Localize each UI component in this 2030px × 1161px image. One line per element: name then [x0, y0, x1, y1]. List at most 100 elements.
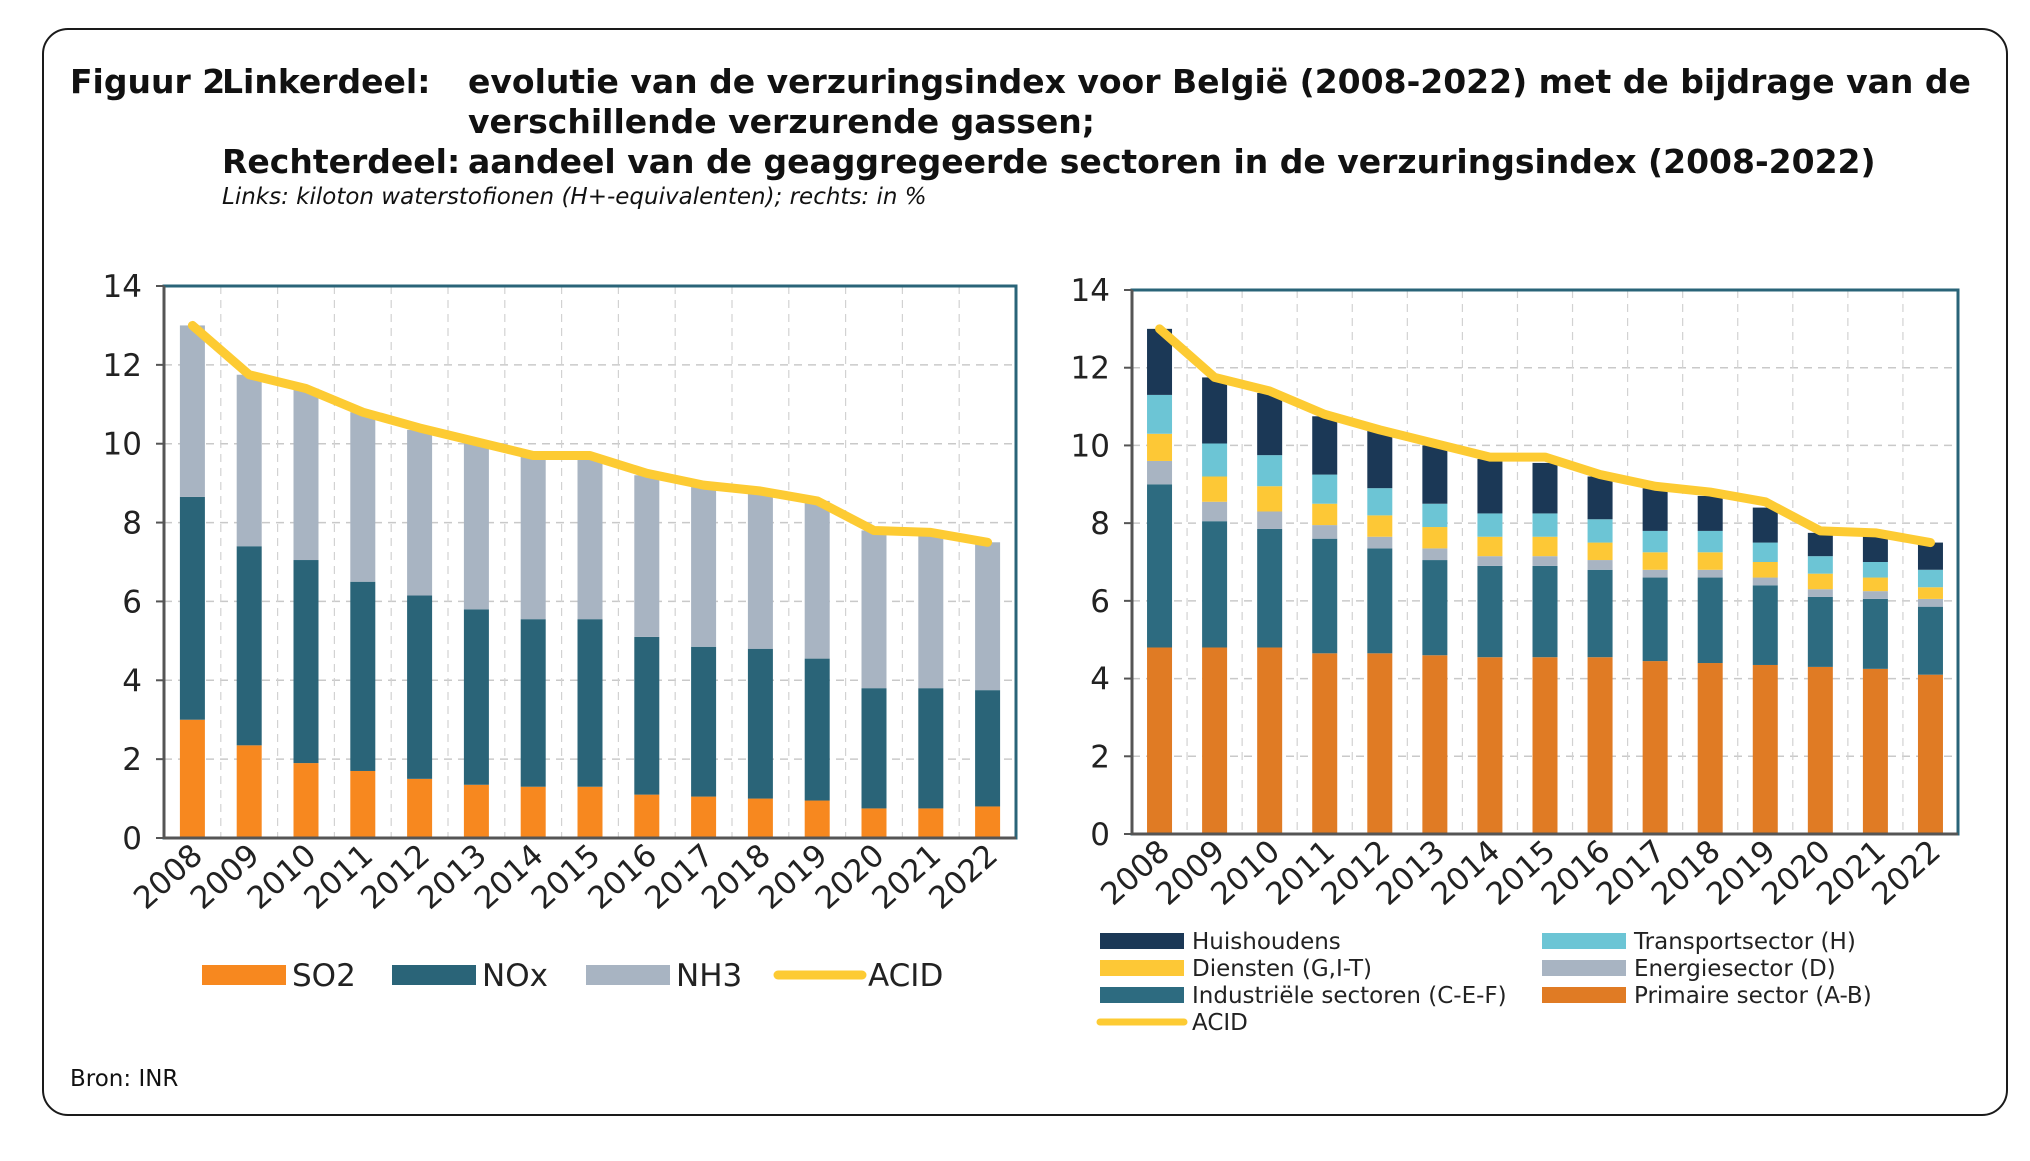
bar-industri-le-sectoren-c-e-f-2009	[1202, 521, 1228, 648]
bar-energiesector-d-2012	[1367, 536, 1393, 549]
legend-label-primaire-sector-a-b: Primaire sector (A-B)	[1634, 983, 1872, 1009]
bar-transportsector-h-2017	[1642, 530, 1668, 553]
bar-primaire-sector-a-b-2010	[1257, 647, 1283, 834]
bar-diensten-g-i-t-2012	[1367, 515, 1393, 537]
legend-label-nox: NOx	[482, 958, 548, 994]
bar-nh3-2020	[861, 530, 887, 689]
units-note: Links: kiloton waterstofionen (H+-equiva…	[222, 184, 927, 210]
bar-huishoudens-2010	[1257, 392, 1283, 456]
legend-swatch-primaire-sector-a-b	[1542, 987, 1626, 1003]
bar-huishoudens-2009	[1202, 377, 1228, 444]
bar-diensten-g-i-t-2015	[1532, 536, 1558, 557]
bar-nh3-2022	[975, 542, 1001, 691]
bar-huishoudens-2013	[1422, 445, 1448, 504]
y-tick-label: 10	[1071, 428, 1110, 464]
left-part-label: Linkerdeel:	[222, 62, 431, 101]
bar-industri-le-sectoren-c-e-f-2016	[1587, 569, 1613, 658]
bar-nh3-2018	[747, 491, 773, 649]
bar-transportsector-h-2021	[1862, 562, 1888, 578]
bar-primaire-sector-a-b-2016	[1587, 657, 1613, 834]
bar-transportsector-h-2009	[1202, 443, 1228, 477]
bar-diensten-g-i-t-2016	[1587, 542, 1613, 561]
bar-primaire-sector-a-b-2014	[1477, 657, 1503, 834]
bar-so2-2016	[634, 794, 660, 838]
bar-energiesector-d-2017	[1642, 569, 1668, 578]
bar-transportsector-h-2013	[1422, 503, 1448, 528]
y-tick-label: 0	[1090, 817, 1110, 853]
bar-nox-2009	[236, 546, 262, 746]
bar-huishoudens-2022	[1917, 542, 1943, 570]
bar-nh3-2013	[463, 441, 489, 610]
bar-energiesector-d-2020	[1807, 589, 1833, 597]
bar-huishoudens-2016	[1587, 476, 1613, 520]
bar-energiesector-d-2013	[1422, 548, 1448, 561]
bar-industri-le-sectoren-c-e-f-2015	[1532, 565, 1558, 658]
y-tick-label: 8	[1090, 506, 1110, 542]
legend-swatch-industri-le-sectoren-c-e-f	[1100, 987, 1184, 1003]
bar-energiesector-d-2011	[1312, 525, 1338, 539]
figure-frame	[42, 28, 2008, 1116]
legend-left: SO2 NOx NH3 ACID	[202, 958, 943, 994]
legend-label-so2: SO2	[292, 958, 356, 994]
bar-so2-2014	[520, 786, 546, 838]
y-tick-label: 14	[1071, 273, 1110, 309]
bar-energiesector-d-2008	[1147, 460, 1173, 485]
bar-primaire-sector-a-b-2018	[1697, 663, 1723, 834]
bar-primaire-sector-a-b-2012	[1367, 653, 1393, 834]
bar-nox-2017	[691, 646, 717, 797]
bar-so2-2018	[747, 798, 773, 838]
bar-huishoudens-2019	[1752, 507, 1778, 543]
bar-huishoudens-2020	[1807, 532, 1833, 557]
bar-energiesector-d-2014	[1477, 556, 1503, 566]
bar-nh3-2008	[179, 325, 205, 497]
bar-diensten-g-i-t-2022	[1917, 587, 1943, 599]
bar-diensten-g-i-t-2011	[1312, 503, 1338, 526]
bar-so2-2009	[236, 745, 262, 838]
bar-transportsector-h-2012	[1367, 488, 1393, 516]
bar-transportsector-h-2016	[1587, 519, 1613, 543]
bar-diensten-g-i-t-2018	[1697, 552, 1723, 570]
bar-primaire-sector-a-b-2019	[1752, 664, 1778, 834]
bar-nh3-2019	[804, 500, 830, 659]
bar-huishoudens-2021	[1862, 534, 1888, 562]
bar-so2-2015	[577, 786, 603, 838]
y-tick-label: 4	[122, 663, 142, 699]
bar-nh3-2015	[577, 455, 603, 620]
legend-swatch-huishoudens	[1100, 933, 1184, 949]
bar-energiesector-d-2021	[1862, 591, 1888, 599]
y-tick-label: 2	[1090, 739, 1110, 775]
legend-swatch-so2	[202, 965, 286, 985]
bar-diensten-g-i-t-2020	[1807, 573, 1833, 590]
bar-industri-le-sectoren-c-e-f-2012	[1367, 548, 1393, 654]
y-tick-label: 6	[1090, 584, 1110, 620]
bar-so2-2017	[691, 796, 717, 838]
bar-huishoudens-2014	[1477, 459, 1503, 514]
left-part-text-line2: verschillende verzurende gassen;	[468, 102, 1095, 141]
bar-industri-le-sectoren-c-e-f-2020	[1807, 596, 1833, 667]
bar-nh3-2010	[293, 388, 319, 561]
bar-nox-2010	[293, 560, 319, 764]
bar-nh3-2021	[918, 534, 944, 689]
bar-transportsector-h-2019	[1752, 542, 1778, 562]
bar-nox-2016	[634, 636, 660, 795]
source-note: Bron: INR	[70, 1066, 179, 1092]
bar-primaire-sector-a-b-2013	[1422, 655, 1448, 834]
bar-nh3-2016	[634, 475, 660, 637]
bar-so2-2013	[463, 784, 489, 838]
bar-industri-le-sectoren-c-e-f-2008	[1147, 484, 1173, 648]
figure-number: Figuur 2	[70, 62, 226, 101]
bar-nox-2021	[918, 688, 944, 809]
bar-huishoudens-2017	[1642, 488, 1668, 531]
legend-label-acid: ACID	[1192, 1010, 1248, 1036]
bar-industri-le-sectoren-c-e-f-2022	[1917, 606, 1943, 675]
bar-primaire-sector-a-b-2020	[1807, 666, 1833, 834]
bar-nox-2019	[804, 658, 830, 801]
bar-huishoudens-2018	[1697, 495, 1723, 531]
bar-so2-2021	[918, 808, 944, 838]
bar-nox-2008	[179, 496, 205, 720]
legend-right: Huishoudens Transportsector (H) Diensten (…	[1096, 929, 1872, 1036]
bar-diensten-g-i-t-2014	[1477, 536, 1503, 557]
bar-nox-2022	[975, 690, 1001, 807]
bar-diensten-g-i-t-2009	[1202, 476, 1228, 502]
